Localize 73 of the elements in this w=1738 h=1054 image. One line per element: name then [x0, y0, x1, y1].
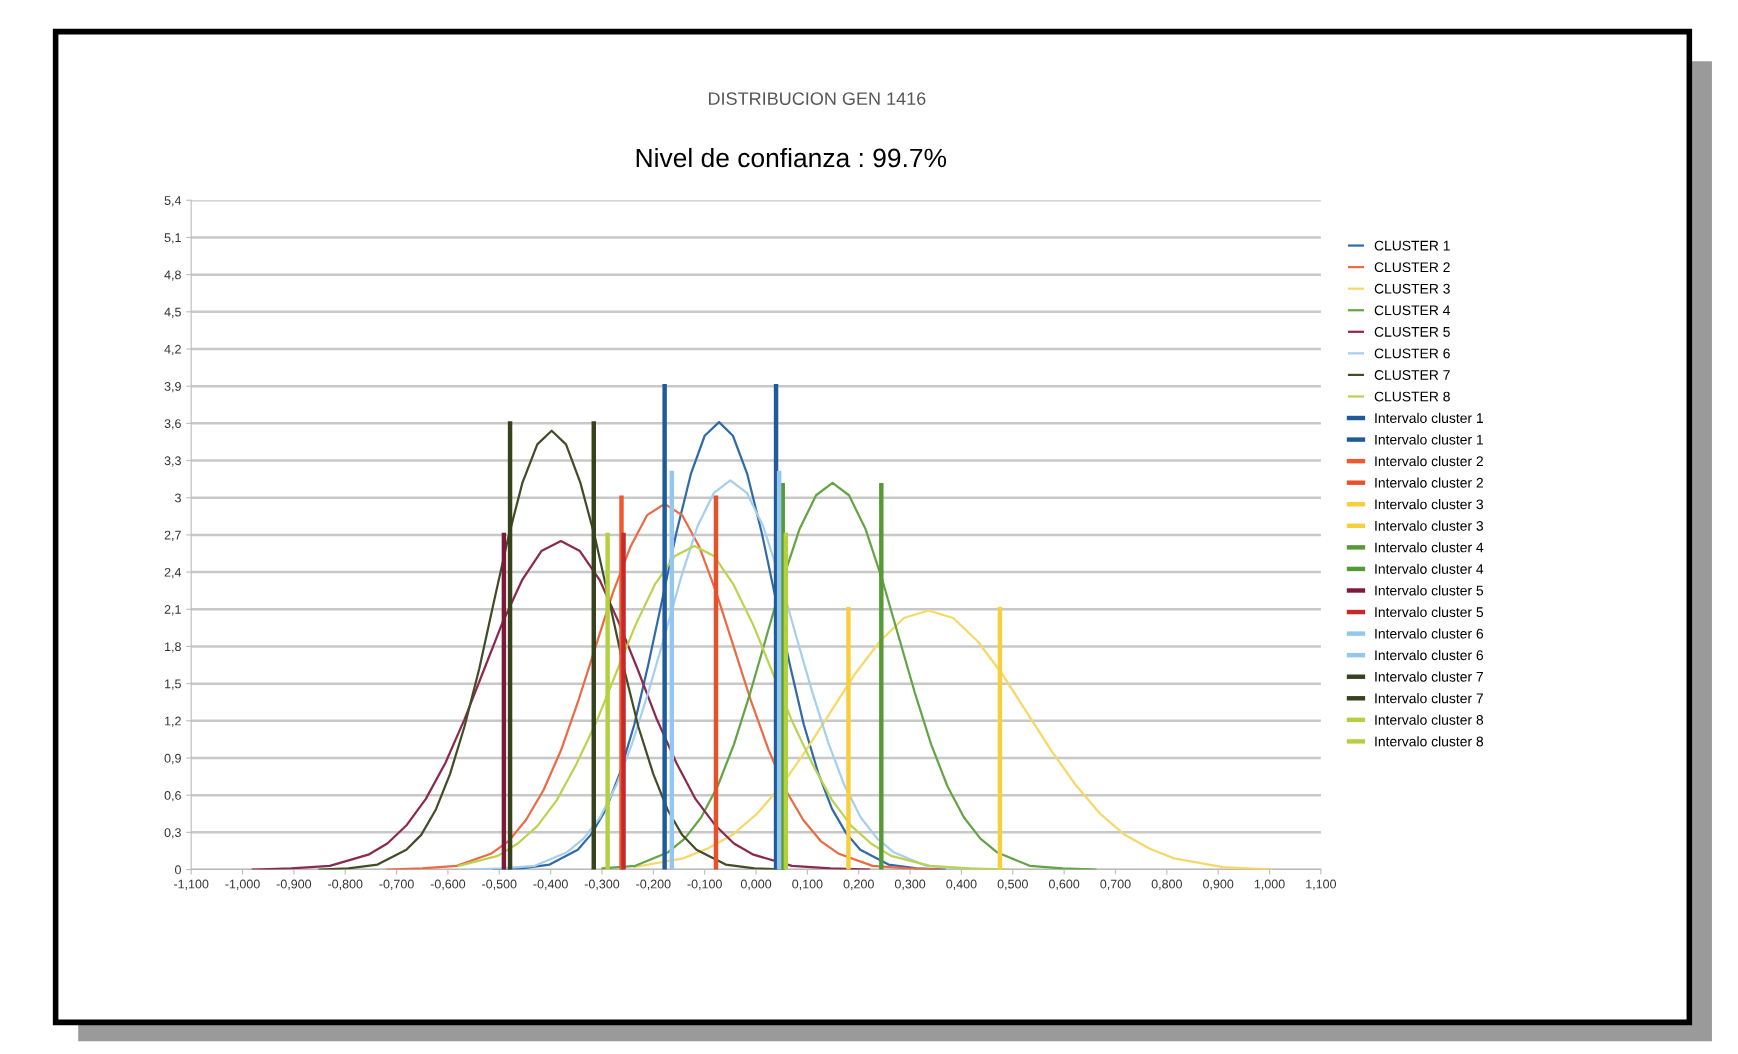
y-tick-label: 4,5: [164, 307, 181, 318]
x-tick-label: 0,900: [1203, 879, 1234, 890]
legend-label: Intervalo cluster 7: [1375, 671, 1483, 682]
legend-label: CLUSTER 1: [1374, 240, 1450, 251]
y-tick-label: 4,2: [164, 344, 181, 356]
y-tick-label: 0,9: [164, 753, 181, 765]
y-tick-label: 4,8: [164, 270, 181, 281]
x-tick-label: -0,100: [687, 879, 722, 890]
x-tick-label: 0,300: [894, 879, 926, 890]
y-tick-label: 3: [174, 493, 181, 503]
legend-label: Intervalo cluster 4: [1375, 542, 1484, 553]
legend-label: Intervalo cluster 3: [1375, 520, 1484, 531]
y-tick-label: 3,3: [164, 456, 181, 467]
legend-label: Intervalo cluster 2: [1375, 455, 1483, 467]
y-tick-label: 0,6: [164, 790, 181, 802]
x-tick-label: 1,000: [1254, 879, 1285, 890]
x-tick-label: 0,400: [946, 879, 977, 890]
legend-label: Intervalo cluster 3: [1375, 499, 1484, 510]
y-tick-label: 1,2: [165, 716, 181, 727]
legend-label: CLUSTER 7: [1374, 370, 1450, 380]
x-tick-label: -0,600: [430, 879, 466, 890]
x-tick-label: -0,200: [636, 879, 671, 890]
legend-label: Intervalo cluster 8: [1375, 736, 1484, 747]
y-tick-label: 2,1: [164, 605, 181, 616]
legend-label: Intervalo cluster 5: [1375, 606, 1484, 618]
x-tick-label: -0,300: [584, 879, 620, 890]
legend-label: Intervalo cluster 8: [1375, 714, 1484, 725]
x-tick-label: -0,800: [328, 879, 363, 890]
y-tick-label: 5,4: [164, 196, 182, 207]
y-tick-label: 1,5: [165, 679, 181, 690]
y-tick-label: 1,8: [165, 642, 181, 653]
y-tick-label: 0: [174, 865, 181, 875]
y-tick-label: 3,6: [164, 419, 181, 430]
line-series: [457, 544, 1010, 870]
legend-label: Intervalo cluster 5: [1375, 585, 1484, 596]
legend-label: Intervalo cluster 7: [1375, 693, 1483, 704]
legend-label: CLUSTER 4: [1374, 305, 1451, 316]
legend-label: CLUSTER 3: [1374, 283, 1450, 294]
line-series: [251, 539, 871, 870]
x-tick-label: 0,100: [792, 879, 823, 890]
chart-title: DISTRIBUCION GEN 1416: [708, 92, 926, 105]
legend-label: Intervalo cluster 4: [1375, 563, 1484, 574]
x-tick-label: 0,800: [1151, 879, 1182, 890]
x-tick-label: -0,700: [379, 879, 414, 890]
legend-label: Intervalo cluster 2: [1375, 477, 1483, 488]
line-series: [633, 609, 1274, 870]
legend-label: Intervalo cluster 6: [1375, 649, 1484, 661]
chart-subtitle: Nivel de confianza : 99.7%: [636, 147, 947, 168]
x-tick-label: 0,500: [997, 879, 1028, 890]
x-tick-label: -1,100: [174, 879, 209, 890]
legend-label: CLUSTER 8: [1374, 391, 1450, 402]
legend-label: Intervalo cluster 1: [1375, 434, 1483, 445]
x-tick-label: -1,000: [225, 879, 260, 890]
x-tick-label: 0,700: [1100, 879, 1131, 890]
x-tick-label: -0,400: [533, 879, 568, 890]
x-tick-label: 0,000: [740, 879, 772, 890]
y-tick-label: 2,4: [164, 567, 182, 579]
line-series: [386, 502, 944, 870]
x-tick-label: -0,500: [482, 879, 517, 890]
x-tick-label: 0,600: [1048, 879, 1080, 890]
legend-label: CLUSTER 2: [1374, 262, 1450, 273]
y-tick-label: 3,9: [164, 381, 181, 393]
y-tick-label: 0,3: [164, 828, 181, 839]
x-tick-label: -0,900: [276, 879, 312, 890]
legend-label: Intervalo cluster 6: [1375, 628, 1484, 639]
line-series: [601, 481, 1097, 870]
x-tick-label: 0,200: [843, 879, 874, 890]
legend-label: Intervalo cluster 1: [1375, 412, 1483, 424]
legend-label: CLUSTER 5: [1374, 326, 1450, 337]
y-tick-label: 2,7: [164, 530, 181, 542]
x-tick-label: 1,100: [1306, 879, 1337, 890]
legend-label: CLUSTER 6: [1374, 348, 1450, 359]
y-tick-label: 5,1: [164, 233, 181, 244]
